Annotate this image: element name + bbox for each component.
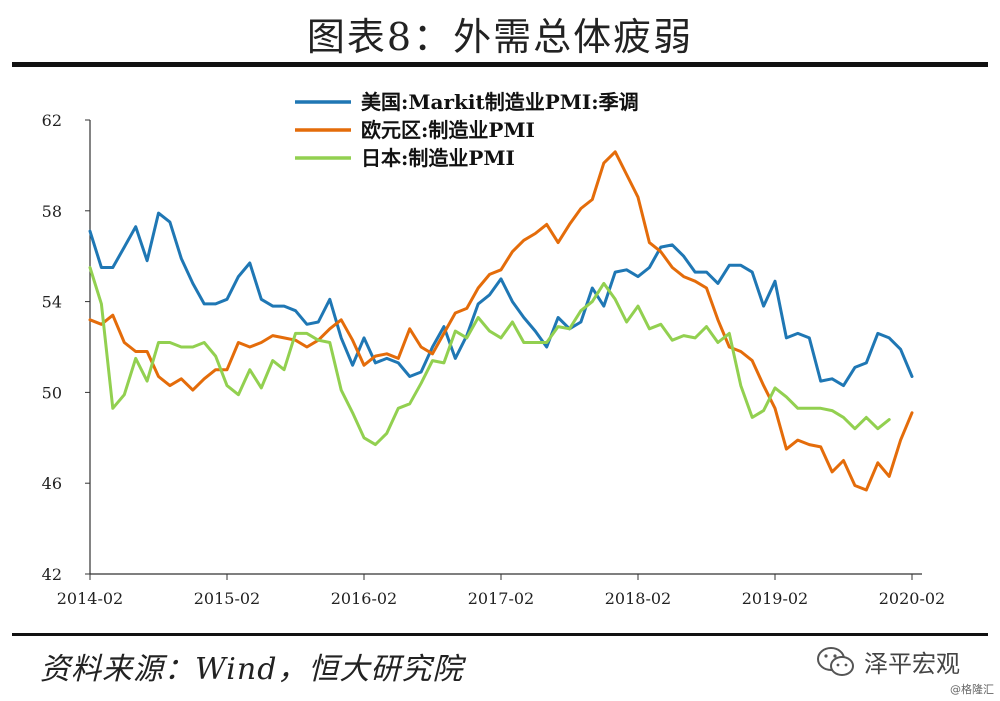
brand-mark: 泽平宏观 bbox=[816, 644, 960, 679]
x-tick-label: 2014-02 bbox=[57, 589, 123, 608]
legend-label-1: 欧元区:制造业PMI bbox=[361, 118, 535, 142]
bottom-divider bbox=[12, 633, 988, 636]
series-line-0 bbox=[88, 211, 914, 388]
source-note: 资料来源：Wind，恒大研究院 bbox=[40, 652, 464, 687]
x-tick-label: 2018-02 bbox=[605, 589, 671, 608]
brand-name: 泽平宏观 bbox=[864, 650, 960, 678]
y-tick-label: 62 bbox=[42, 111, 62, 130]
y-tick-label: 50 bbox=[42, 383, 62, 402]
legend-label-0: 美国:Markit制造业PMI:季调 bbox=[361, 90, 639, 114]
x-tick-label: 2017-02 bbox=[468, 589, 534, 608]
x-tick-label: 2016-02 bbox=[331, 589, 397, 608]
watermark: @格隆汇 bbox=[950, 683, 994, 696]
chart-series-lines bbox=[88, 150, 914, 492]
y-tick-label: 54 bbox=[42, 293, 62, 312]
chart-axes: 62 58 54 50 46 42 2014-02 2015-02 2016-02 2017-02… bbox=[42, 111, 946, 608]
top-divider bbox=[12, 62, 988, 67]
series-line-1 bbox=[88, 150, 914, 492]
legend-label-2: 日本:制造业PMI bbox=[361, 146, 515, 170]
y-tick-label: 46 bbox=[42, 474, 62, 493]
x-tick-label: 2019-02 bbox=[742, 589, 808, 608]
series-line-2 bbox=[88, 266, 891, 447]
x-tick-label: 2015-02 bbox=[194, 589, 260, 608]
y-tick-label: 58 bbox=[42, 202, 62, 221]
wechat-logo-icon bbox=[817, 646, 854, 676]
pmi-line-chart: 62 58 54 50 46 42 2014-02 2015-02 2016-02 2017-02… bbox=[42, 90, 946, 608]
y-tick-label: 42 bbox=[42, 565, 62, 584]
x-tick-label: 2020-02 bbox=[879, 589, 945, 608]
page-title: 图表8：外需总体疲弱 bbox=[306, 15, 694, 59]
